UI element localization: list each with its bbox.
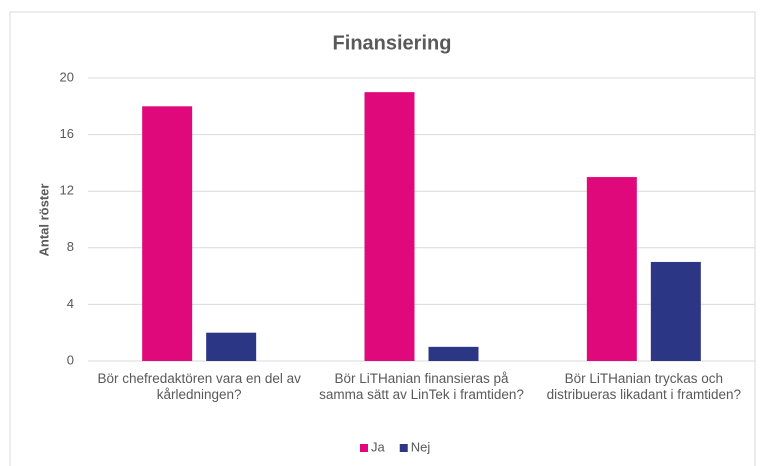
y-tick-label: 4 [67, 296, 74, 311]
y-tick-label: 8 [67, 239, 74, 254]
y-tick-label: 12 [60, 183, 74, 198]
x-tick-label: Bör LiTHanian finansieras på samma sätt … [319, 371, 524, 402]
bar [428, 346, 479, 361]
legend-swatch [360, 444, 368, 452]
bar [586, 177, 637, 361]
x-tick-label: Bör LiTHanian tryckas och distribueras l… [546, 371, 741, 402]
bar [364, 92, 415, 362]
legend-label: Nej [411, 439, 431, 454]
y-tick-label: 20 [60, 69, 74, 84]
legend-swatch [399, 444, 408, 452]
chart-title: Finansiering [333, 32, 452, 54]
y-tick-label: 16 [60, 126, 74, 141]
x-tick-label: Bör chefredaktören vara en del av kårled… [97, 371, 301, 402]
bar [142, 106, 193, 361]
bar [206, 332, 257, 361]
y-tick-label: 0 [67, 352, 74, 367]
y-axis-label: Antal röster [36, 184, 51, 257]
legend-label: Ja [371, 439, 386, 454]
bar [650, 261, 701, 361]
